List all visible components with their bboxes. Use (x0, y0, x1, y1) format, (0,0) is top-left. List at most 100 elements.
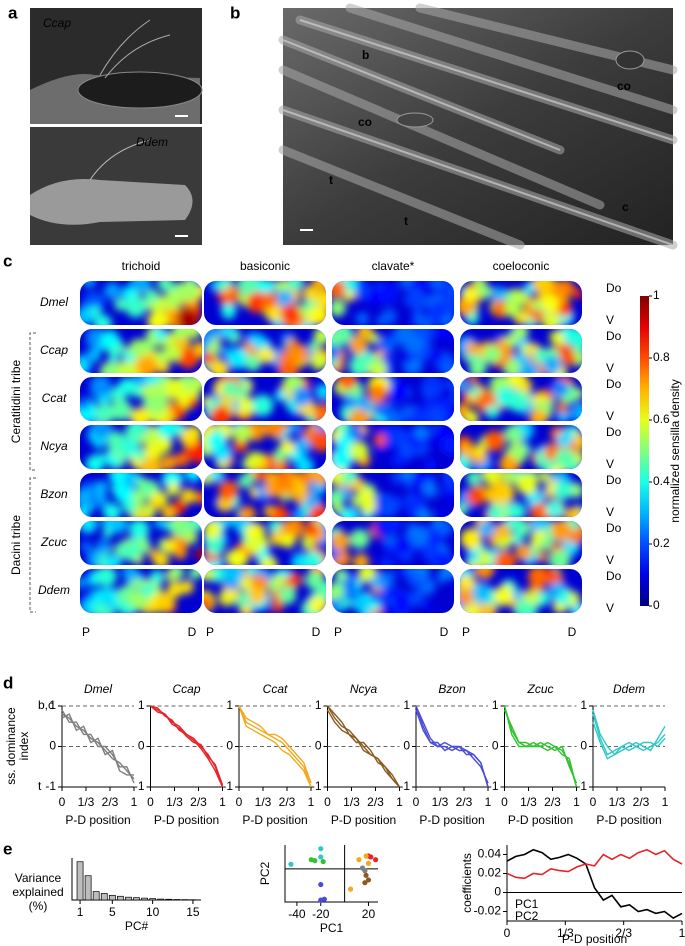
blob (513, 329, 529, 339)
blob (129, 510, 141, 517)
row-label: Ncya (40, 439, 68, 453)
blob (332, 344, 340, 360)
heatmap (80, 281, 202, 325)
dorsal-label: Do (606, 377, 622, 391)
annotation: t (329, 173, 333, 187)
blob (108, 353, 119, 364)
line (238, 705, 312, 784)
blob (139, 457, 162, 469)
annotation: co (617, 79, 631, 93)
blob (332, 281, 346, 299)
y-tick-label: -1 (45, 779, 56, 793)
blob (401, 473, 414, 480)
blob (394, 593, 410, 609)
blob (494, 550, 516, 565)
blob (223, 285, 235, 298)
blob (556, 409, 571, 421)
bar (100, 893, 108, 901)
x-tick-label: 2/3 (633, 795, 650, 809)
blob (222, 569, 245, 583)
blob (332, 473, 345, 485)
blob (332, 502, 344, 514)
blob (204, 595, 213, 611)
blob (505, 521, 524, 531)
panel-label: b (230, 3, 240, 22)
blob (140, 583, 155, 598)
blob (204, 330, 213, 347)
y-tick-label: -1 (134, 779, 145, 793)
heatmap-blobs (80, 281, 202, 325)
blob (268, 521, 283, 534)
blob (391, 453, 405, 468)
column-title: clavate* (372, 259, 415, 273)
line (592, 713, 666, 756)
blob (543, 355, 562, 373)
blob (154, 329, 167, 340)
x-tick-label: 1 (662, 795, 669, 809)
blob (353, 495, 365, 507)
blob (93, 437, 105, 450)
blob (234, 395, 255, 416)
blob (465, 341, 480, 355)
blob (424, 458, 437, 469)
bar (133, 897, 140, 901)
blob (190, 444, 202, 464)
column-title: trichoid (122, 259, 161, 273)
heatmap-blobs (460, 473, 582, 517)
y-tick-label: 0 (403, 739, 410, 753)
blob (263, 473, 279, 486)
blob (338, 377, 357, 390)
blob (252, 473, 268, 481)
blob (287, 425, 302, 435)
blob (129, 383, 143, 398)
blob (483, 345, 502, 364)
x-tick-label: 1 (219, 795, 226, 809)
x-tick-label: 0 (504, 926, 511, 940)
panel-a-images (30, 8, 203, 245)
blob (221, 347, 232, 358)
ventral-label: V (606, 553, 614, 567)
bar (117, 895, 124, 901)
x-tick-label: 2/3 (367, 795, 384, 809)
y-tick-label: 0 (226, 739, 233, 753)
blob (130, 281, 152, 293)
row-label: Bzon (40, 487, 68, 501)
x-tick-label: 5 (109, 905, 116, 919)
blob (88, 494, 100, 506)
blob (251, 394, 274, 417)
blob (297, 473, 313, 485)
blob (90, 425, 112, 437)
blob (104, 282, 121, 300)
panel-b-image (278, 3, 678, 250)
x-tick-label: 0 (413, 795, 420, 809)
x-tick-label: 2/3 (102, 795, 119, 809)
x-axis-label: P-D position (154, 813, 219, 827)
blob (565, 506, 582, 517)
line (326, 709, 401, 788)
x-tick-label: -20 (312, 907, 330, 921)
line (415, 705, 489, 788)
heatmap (204, 281, 326, 325)
heatmap (80, 473, 202, 517)
blob (540, 294, 559, 313)
blob (352, 553, 370, 565)
blob (437, 521, 454, 537)
colorbar-tick-label: 0.8 (653, 350, 670, 364)
blob (278, 478, 296, 496)
blob (278, 361, 299, 373)
blob (424, 432, 443, 450)
blob (466, 473, 482, 486)
blob (315, 289, 326, 310)
blob (130, 407, 151, 421)
blob (408, 590, 424, 607)
x-axis-label: P-D position (419, 813, 484, 827)
blob (271, 574, 286, 589)
x-tick-label: 0 (590, 795, 597, 809)
blob (440, 360, 454, 373)
blob (468, 386, 479, 397)
heatmap-blobs (332, 281, 454, 325)
blob (397, 349, 413, 365)
y-tick-label: 1 (226, 698, 233, 712)
blob (556, 590, 571, 606)
blob (564, 352, 577, 366)
